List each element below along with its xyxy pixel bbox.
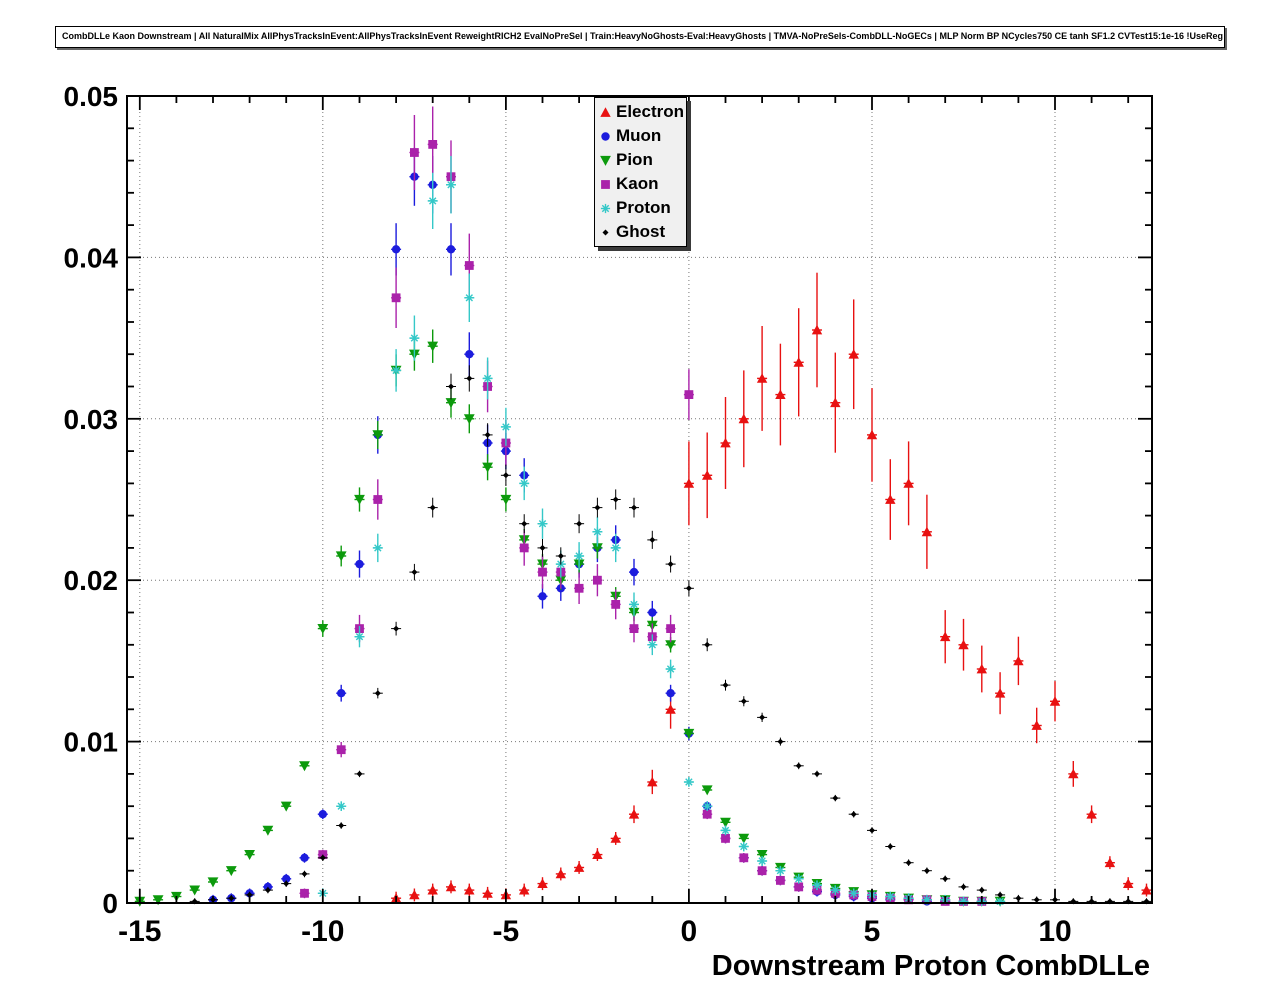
legend-item-electron: Electron [597, 100, 686, 124]
svg-text:0.01: 0.01 [64, 727, 119, 758]
axis-ticks [127, 95, 1152, 904]
y-tick-labels: 0 0.01 0.02 0.03 0.04 0.05 [64, 81, 119, 919]
legend-label: Kaon [616, 174, 659, 193]
legend-label: Muon [616, 126, 662, 145]
svg-text:0.02: 0.02 [64, 565, 119, 596]
legend-item-ghost: Ghost [597, 220, 686, 244]
plot-frame [126, 95, 1153, 904]
ghost-marker-icon [602, 229, 609, 235]
kaon-marker-icon [601, 179, 610, 189]
series-electron [390, 272, 1152, 903]
series-ghost [189, 365, 1152, 905]
x-tick-labels: -15 -10 -5 0 5 10 [118, 915, 1072, 948]
legend-item-pion: Pion [597, 148, 686, 172]
electron-marker-icon [600, 106, 611, 117]
x-axis-title: Downstream Proton CombDLLe [711, 950, 1150, 982]
svg-text:0.05: 0.05 [64, 81, 119, 112]
svg-text:0: 0 [102, 888, 118, 919]
svg-text:10: 10 [1038, 915, 1071, 948]
svg-text:0.04: 0.04 [64, 242, 119, 273]
svg-text:0: 0 [681, 915, 698, 948]
pion-marker-icon [600, 155, 611, 166]
legend-item-muon: Muon [597, 124, 686, 148]
svg-text:5: 5 [864, 915, 881, 948]
legend: Electron Muon Pion Kaon Proton Ghost [594, 97, 687, 247]
legend-label: Electron [616, 102, 685, 121]
legend-label: Ghost [616, 222, 666, 241]
muon-marker-icon [601, 131, 610, 141]
legend-label: Pion [616, 150, 653, 169]
series-proton [317, 156, 1006, 906]
legend-item-kaon: Kaon [597, 172, 686, 196]
legend-label: Proton [616, 198, 671, 217]
legend-item-proton: Proton [597, 196, 686, 220]
svg-text:-10: -10 [301, 915, 344, 948]
svg-text:-5: -5 [493, 915, 520, 948]
svg-text:0.03: 0.03 [64, 404, 119, 435]
plot-title: CombDLLe Kaon Downstream | All NaturalMi… [55, 26, 1225, 48]
proton-marker-icon [600, 203, 611, 213]
svg-text:-15: -15 [118, 915, 161, 948]
